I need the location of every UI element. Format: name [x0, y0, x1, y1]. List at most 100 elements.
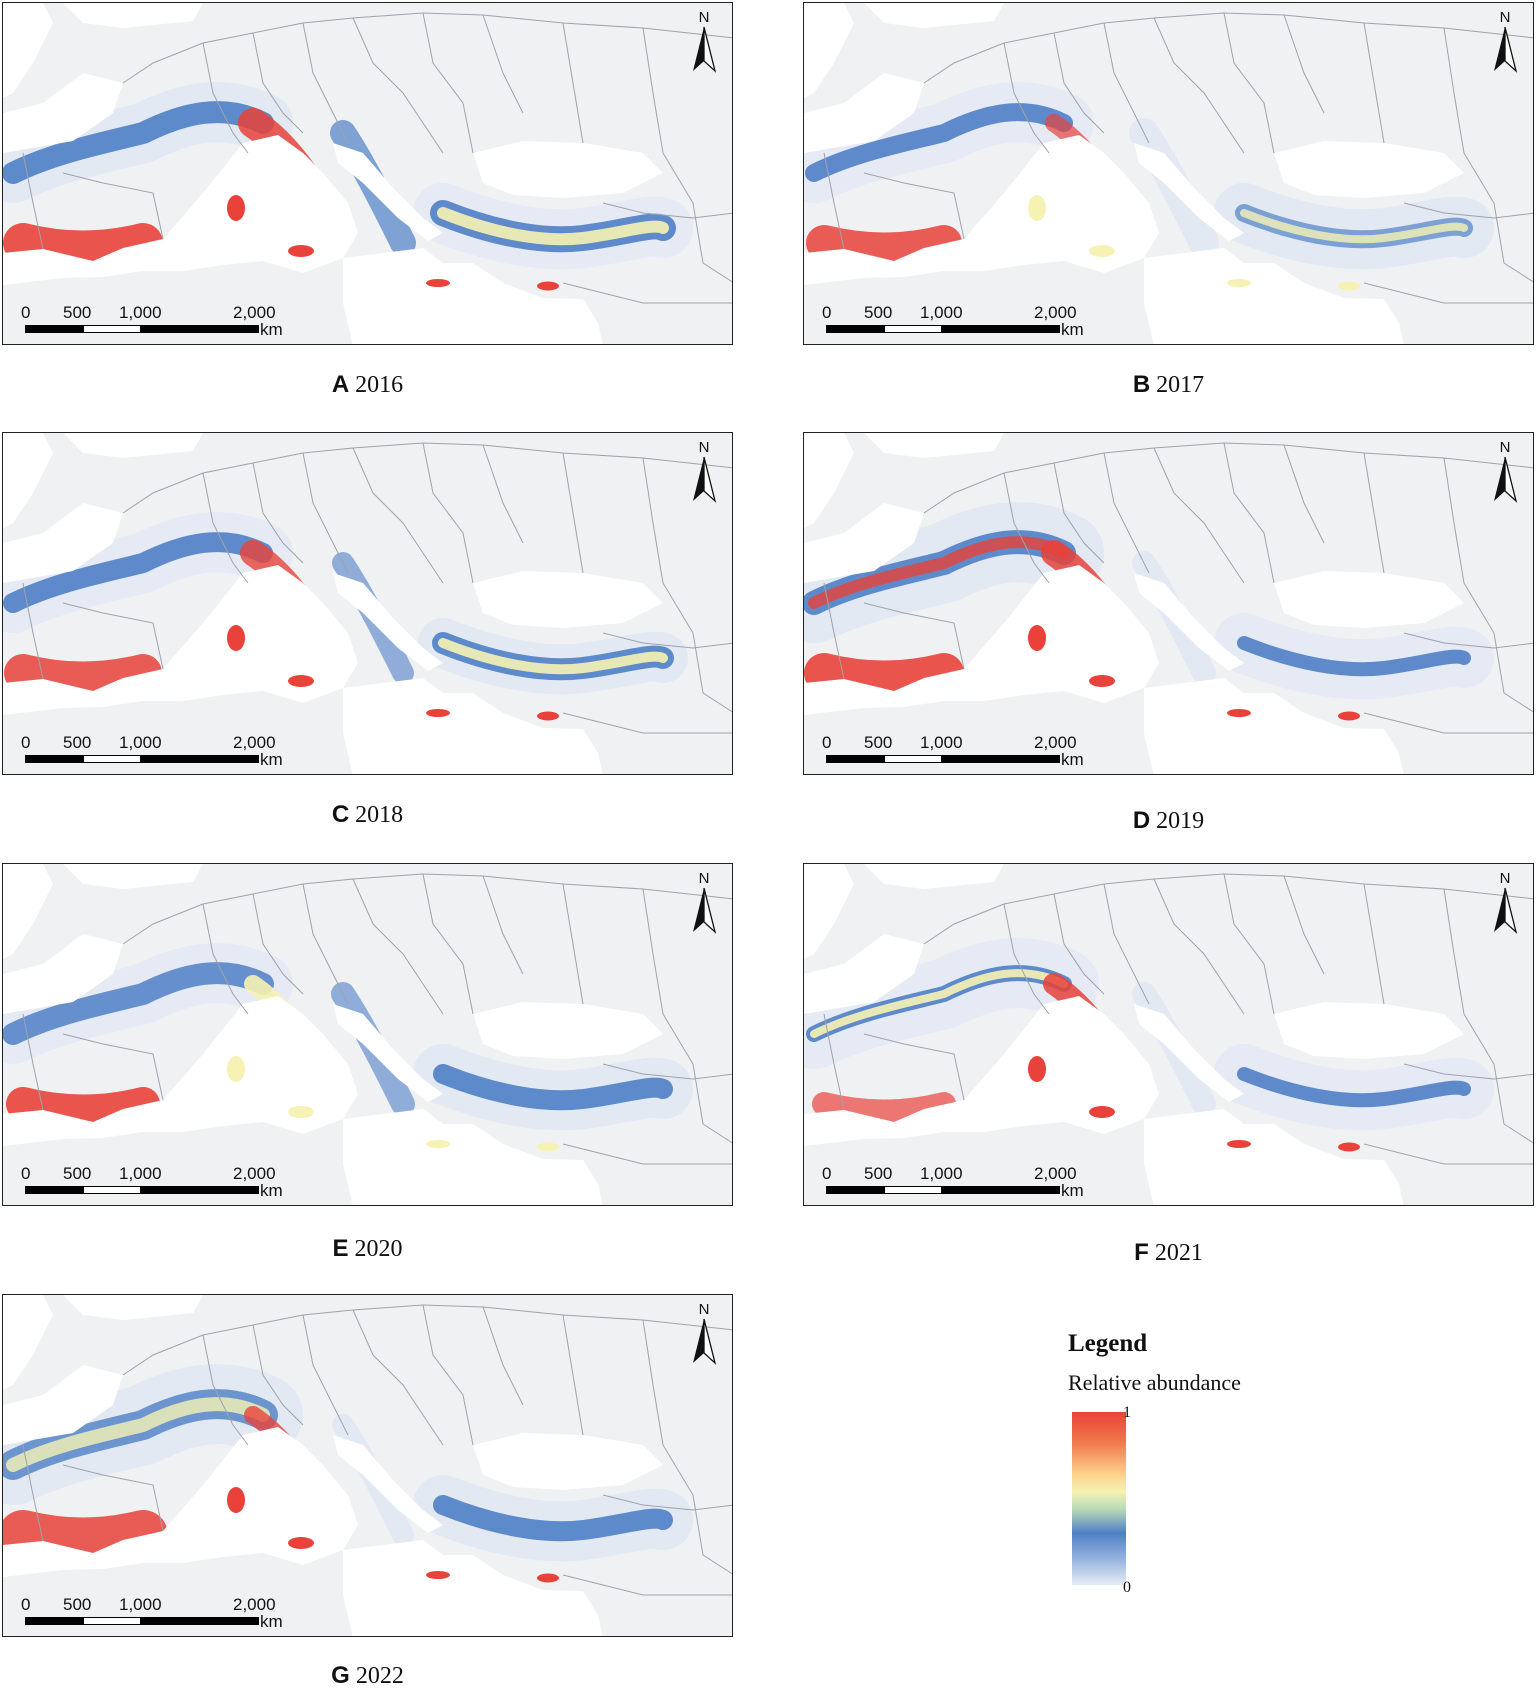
scale-label-500: 500 — [864, 1164, 893, 1183]
north-arrow-icon: N — [1491, 870, 1519, 934]
legend-max-label: 1 — [1123, 1404, 1131, 1421]
panel-letter: E — [332, 1235, 349, 1262]
scale-label-2000: 2,000 — [1034, 303, 1077, 322]
map-image-e — [3, 864, 732, 1205]
panel-letter: G — [331, 1662, 350, 1689]
panel-year: 2016 — [355, 372, 404, 398]
scale-segment-3 — [942, 1186, 1060, 1194]
scale-label-2000: 2,000 — [1034, 1164, 1077, 1183]
scale-label-0: 0 — [21, 1164, 31, 1183]
scale-label-0: 0 — [21, 733, 31, 752]
scale-label-0: 0 — [822, 733, 832, 752]
panel-caption-a: A 2016 — [2, 371, 733, 399]
panel-f: N 0 500 1,000 2,000 km F 2021 — [803, 863, 1534, 1266]
scale-label-500: 500 — [864, 733, 893, 752]
legend-title: Legend — [1068, 1330, 1148, 1357]
panel-year: 2018 — [355, 802, 404, 828]
north-arrow-icon: N — [690, 9, 718, 73]
scale-segment-2 — [83, 755, 141, 763]
scale-bar: 0 500 1,000 2,000 km — [3, 3, 732, 344]
map-image-d — [804, 433, 1533, 774]
scale-segment-3 — [141, 325, 259, 333]
panel-caption-e: E 2020 — [2, 1235, 733, 1263]
scale-label-1000: 1,000 — [920, 303, 963, 322]
panel-letter: C — [331, 801, 350, 828]
panel-caption-d: D 2019 — [803, 807, 1534, 835]
scale-label-1000: 1,000 — [119, 1595, 162, 1614]
scale-segment-2 — [83, 325, 141, 333]
map-image-g — [3, 1295, 732, 1636]
scale-segment-2 — [884, 1186, 942, 1194]
panel-d: N 0 500 1,000 2,000 km D 2019 — [803, 432, 1534, 834]
scale-segment-1 — [25, 1186, 83, 1194]
map-image-f — [804, 864, 1533, 1205]
scale-label-500: 500 — [63, 303, 92, 322]
scale-label-2000: 2,000 — [233, 1164, 276, 1183]
north-label: N — [698, 439, 710, 456]
panel-year: 2019 — [1156, 808, 1205, 834]
scale-segment-3 — [942, 325, 1060, 333]
scale-unit: km — [1061, 320, 1084, 339]
scale-label-500: 500 — [63, 1595, 92, 1614]
scale-label-500: 500 — [63, 1164, 92, 1183]
panel-c: N 0 500 1,000 2,000 km C 2018 — [2, 432, 733, 828]
scale-unit: km — [1061, 750, 1084, 769]
north-label: N — [1499, 9, 1511, 26]
panel-letter: B — [1132, 371, 1151, 398]
legend-subtitle: Relative abundance — [1068, 1370, 1241, 1395]
map-image-c — [3, 433, 732, 774]
scale-label-500: 500 — [63, 733, 92, 752]
scale-segment-1 — [25, 755, 83, 763]
north-arrow-icon: N — [1491, 9, 1519, 73]
scale-label-1000: 1,000 — [920, 1164, 963, 1183]
north-label: N — [698, 870, 710, 887]
north-label: N — [698, 1301, 710, 1318]
scale-label-0: 0 — [822, 1164, 832, 1183]
panel-letter: F — [1134, 1239, 1149, 1266]
panel-caption-b: B 2017 — [803, 371, 1534, 399]
panel-year: 2021 — [1154, 1240, 1203, 1266]
scale-label-2000: 2,000 — [233, 733, 276, 752]
map-panel-e: N 0 500 1,000 2,000 km — [2, 863, 733, 1206]
scale-segment-3 — [141, 1617, 259, 1625]
scale-segment-1 — [25, 325, 83, 333]
scale-segment-2 — [884, 325, 942, 333]
scale-segment-1 — [826, 325, 884, 333]
scale-label-2000: 2,000 — [233, 1595, 276, 1614]
scale-label-1000: 1,000 — [119, 303, 162, 322]
scale-segment-3 — [141, 755, 259, 763]
panel-letter: A — [331, 371, 350, 398]
map-image-a — [3, 3, 732, 344]
scale-bar: 0 500 1,000 2,000 km — [3, 864, 732, 1205]
north-arrow-icon: N — [690, 870, 718, 934]
north-label: N — [1499, 870, 1511, 887]
scale-bar: 0 500 1,000 2,000 km — [3, 1295, 732, 1636]
scale-unit: km — [260, 320, 283, 339]
legend-min-label: 0 — [1123, 1579, 1131, 1596]
map-panel-f: N 0 500 1,000 2,000 km — [803, 863, 1534, 1206]
scale-bar: 0 500 1,000 2,000 km — [804, 433, 1533, 774]
legend-color-ramp — [1072, 1412, 1126, 1585]
panel-b: N 0 500 1,000 2,000 km B 2017 — [803, 2, 1534, 398]
north-arrow-icon: N — [690, 439, 718, 503]
scale-label-1000: 1,000 — [119, 1164, 162, 1183]
scale-unit: km — [260, 750, 283, 769]
scale-bar: 0 500 1,000 2,000 km — [804, 3, 1533, 344]
north-arrow-icon: N — [1491, 439, 1519, 503]
scale-label-0: 0 — [822, 303, 832, 322]
panel-year: 2017 — [1156, 372, 1205, 398]
scale-segment-2 — [884, 755, 942, 763]
north-label: N — [698, 9, 710, 26]
scale-segment-2 — [83, 1617, 141, 1625]
map-image-b — [804, 3, 1533, 344]
scale-label-0: 0 — [21, 303, 31, 322]
map-panel-g: N 0 500 1,000 2,000 km — [2, 1294, 733, 1637]
scale-unit: km — [1061, 1181, 1084, 1200]
scale-segment-3 — [141, 1186, 259, 1194]
panel-caption-f: F 2021 — [803, 1239, 1534, 1267]
panel-year: 2020 — [354, 1236, 403, 1262]
scale-bar: 0 500 1,000 2,000 km — [804, 864, 1533, 1205]
panel-g: N 0 500 1,000 2,000 km G 2022 — [2, 1294, 733, 1689]
scale-label-2000: 2,000 — [233, 303, 276, 322]
scale-label-1000: 1,000 — [920, 733, 963, 752]
